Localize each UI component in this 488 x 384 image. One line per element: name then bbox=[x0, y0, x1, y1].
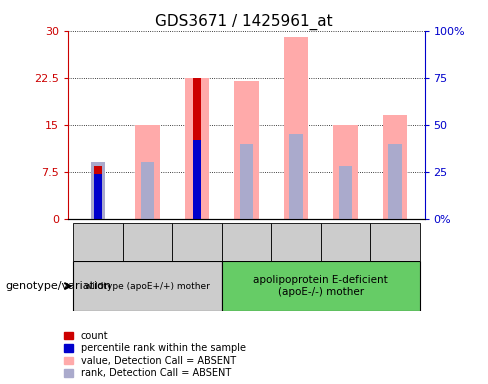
Bar bbox=[388, 144, 402, 219]
Bar bbox=[339, 166, 352, 219]
Bar bbox=[172, 223, 222, 261]
Bar bbox=[370, 223, 420, 261]
Bar bbox=[193, 141, 201, 219]
Text: wildtype (apoE+/+) mother: wildtype (apoE+/+) mother bbox=[85, 281, 210, 291]
Text: apolipoprotein E-deficient
(apoE-/-) mother: apolipoprotein E-deficient (apoE-/-) mot… bbox=[253, 275, 388, 297]
Bar bbox=[73, 223, 123, 261]
Bar bbox=[333, 125, 358, 219]
Bar bbox=[184, 78, 209, 219]
Bar bbox=[284, 37, 308, 219]
Text: genotype/variation: genotype/variation bbox=[5, 281, 111, 291]
Bar bbox=[123, 223, 172, 261]
Bar bbox=[193, 78, 201, 219]
Bar bbox=[91, 162, 105, 219]
Bar bbox=[240, 144, 253, 219]
Bar bbox=[383, 116, 407, 219]
Bar bbox=[94, 174, 102, 219]
Bar bbox=[222, 223, 271, 261]
Bar bbox=[135, 125, 160, 219]
Legend: count, percentile rank within the sample, value, Detection Call = ABSENT, rank, : count, percentile rank within the sample… bbox=[63, 330, 247, 379]
Bar bbox=[94, 166, 102, 219]
Text: GDS3671 / 1425961_at: GDS3671 / 1425961_at bbox=[155, 13, 333, 30]
Bar bbox=[73, 261, 222, 311]
Bar bbox=[289, 134, 303, 219]
Bar bbox=[141, 162, 154, 219]
Bar bbox=[234, 81, 259, 219]
Bar bbox=[271, 223, 321, 261]
Bar bbox=[321, 223, 370, 261]
Bar bbox=[222, 261, 420, 311]
